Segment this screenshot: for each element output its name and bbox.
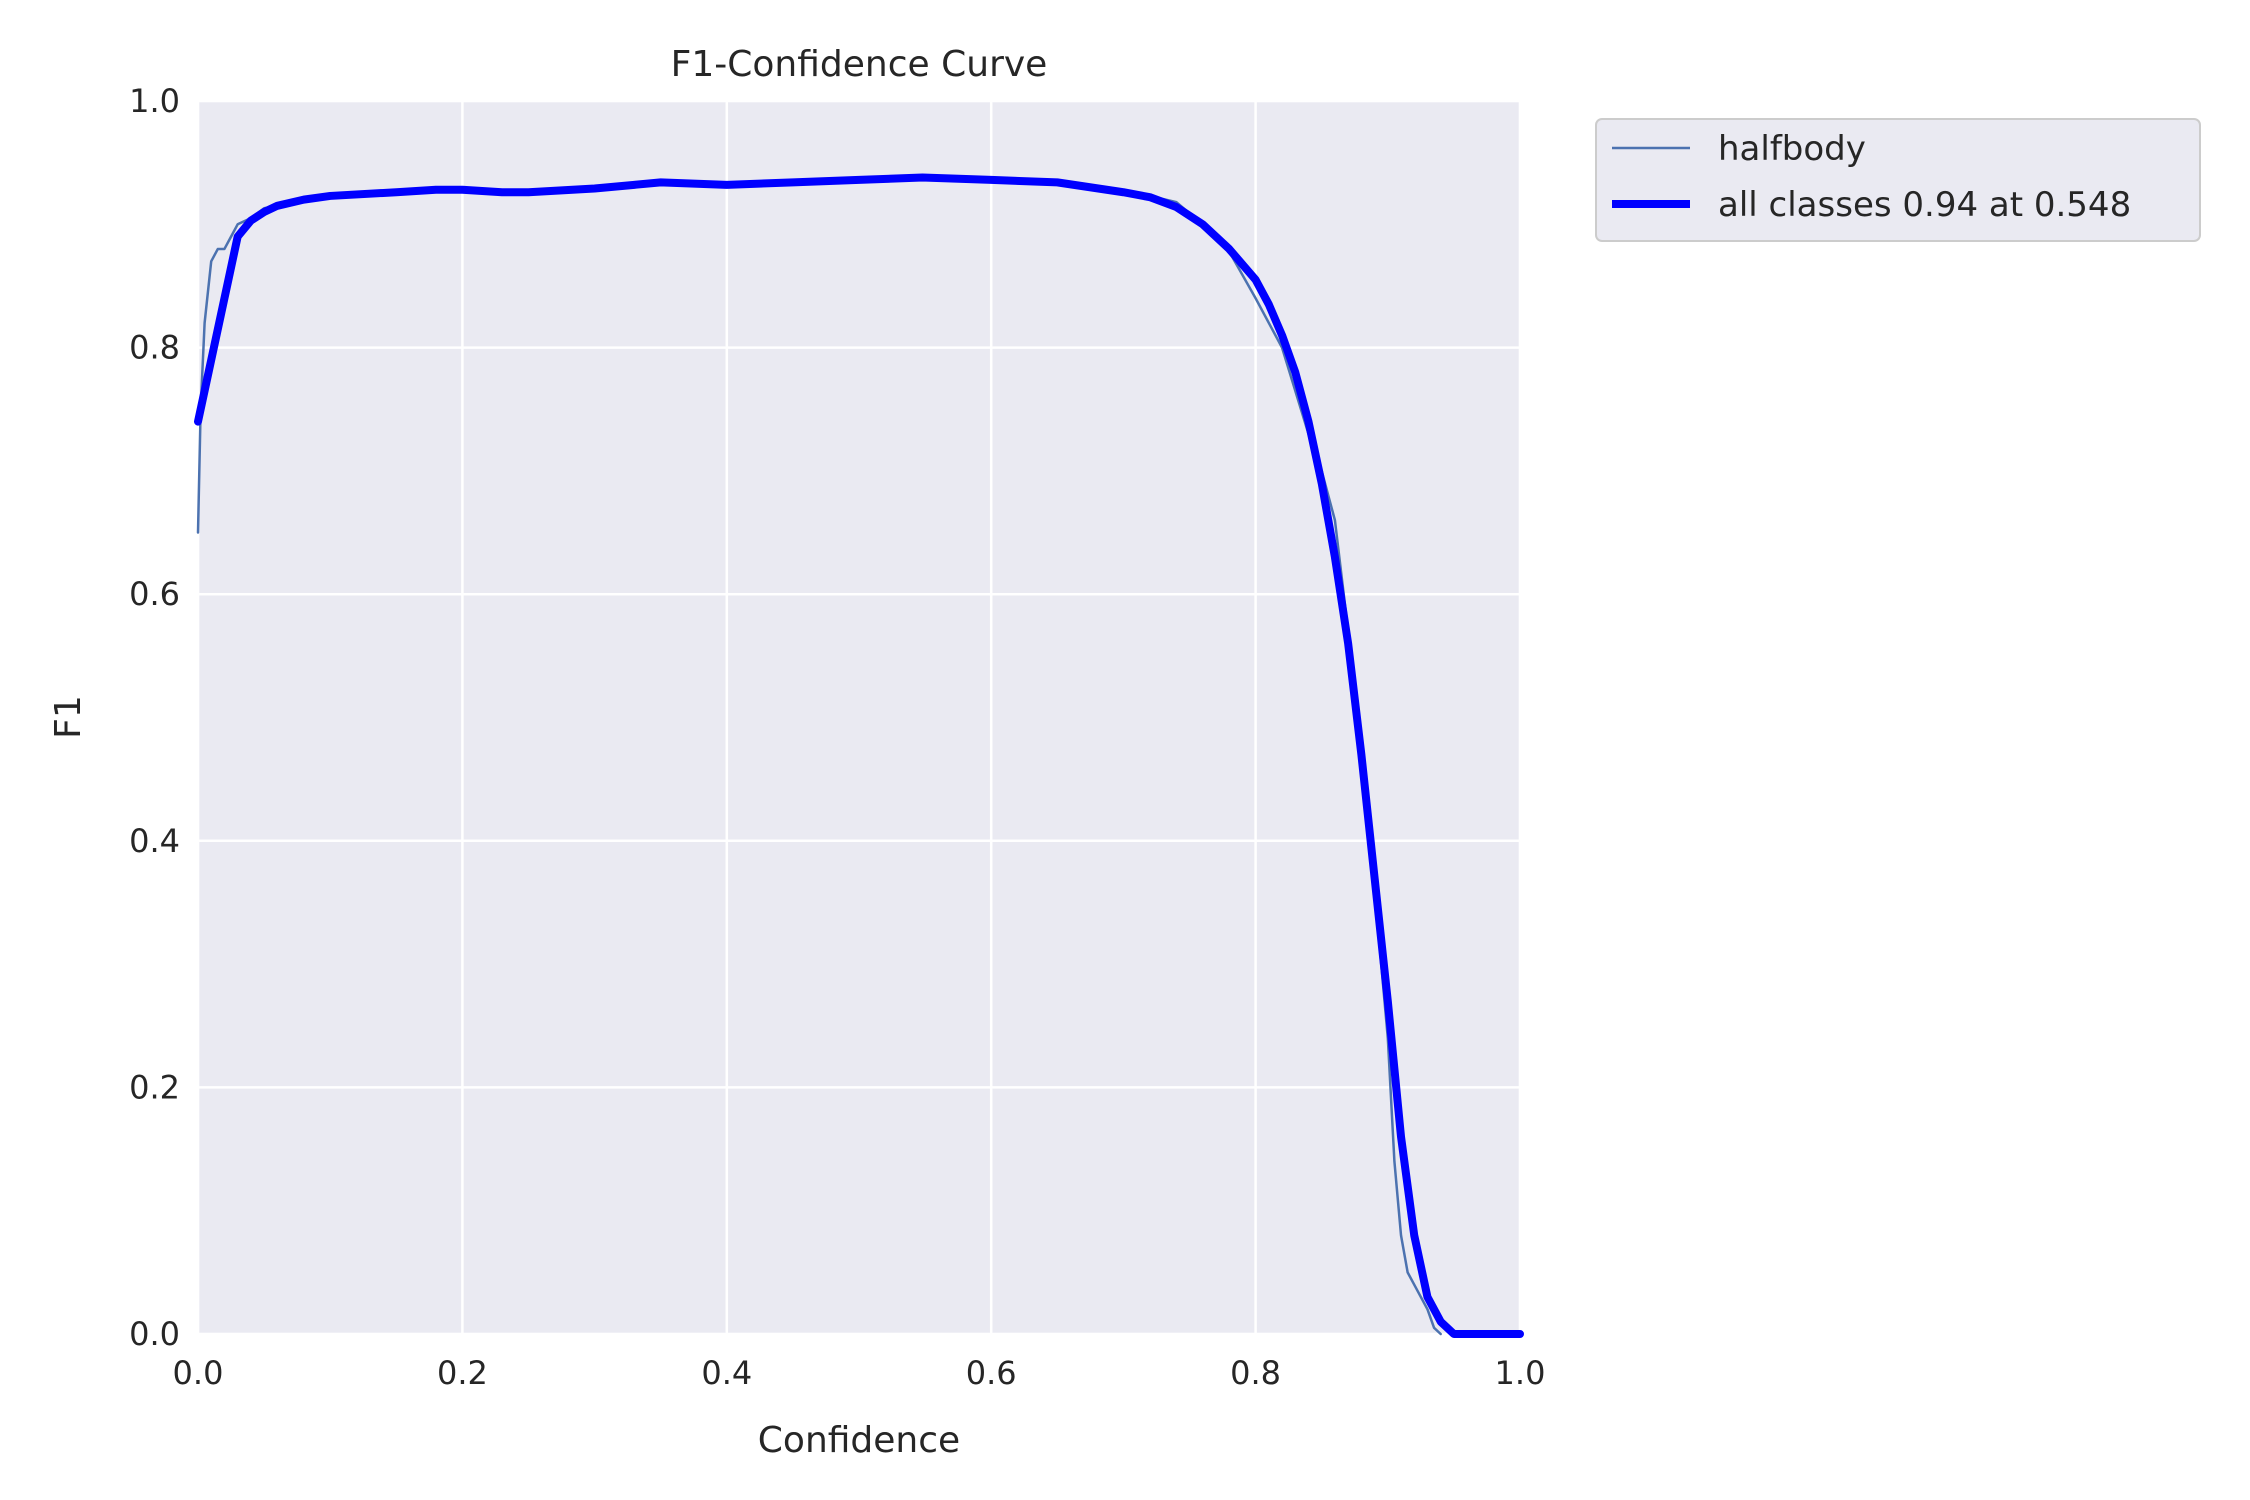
x-axis-title: Confidence <box>758 1420 960 1461</box>
legend-label-all-classes: all classes 0.94 at 0.548 <box>1718 185 2131 225</box>
y-tick-label: 0.8 <box>129 329 180 367</box>
x-tick-label: 0.0 <box>173 1354 224 1392</box>
grid-lines <box>196 99 1522 1336</box>
tick-labels: 0.0 0.2 0.4 0.6 0.8 1.0 0.0 0.2 0.4 0.6 0.8 1.0 <box>129 82 1545 1392</box>
y-tick-label: 1.0 <box>129 82 180 120</box>
y-tick-label: 0.6 <box>129 575 180 613</box>
x-tick-label: 0.6 <box>966 1354 1017 1392</box>
x-tick-label: 1.0 <box>1495 1354 1546 1392</box>
series-layer <box>194 173 1524 1338</box>
x-tick-label: 0.2 <box>437 1354 488 1392</box>
y-tick-label: 0.4 <box>129 822 180 860</box>
x-tick-label: 0.8 <box>1230 1354 1281 1392</box>
legend: halfbody all classes 0.94 at 0.548 <box>1595 118 2201 242</box>
chart-title: F1-Confidence Curve <box>671 44 1048 85</box>
legend-box <box>1595 118 2201 242</box>
legend-label-halfbody: halfbody <box>1718 129 1866 169</box>
plot-background <box>198 101 1520 1334</box>
x-tick-label: 0.4 <box>701 1354 752 1392</box>
series-line-all-classes <box>194 173 1524 1338</box>
y-axis-title: F1 <box>48 695 89 739</box>
y-tick-label: 0.2 <box>129 1068 180 1106</box>
y-tick-label: 0.0 <box>129 1315 180 1353</box>
